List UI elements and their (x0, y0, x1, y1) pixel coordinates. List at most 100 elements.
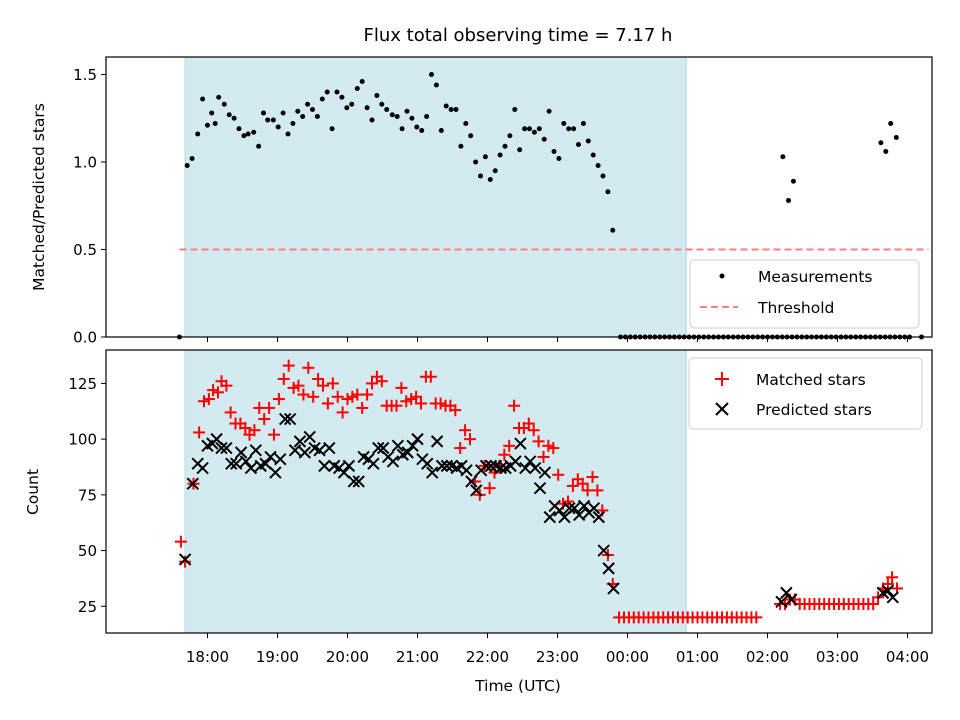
predicted-star-point (440, 459, 454, 473)
predicted-star-point (602, 562, 615, 575)
matched-star-point (297, 388, 310, 401)
legend-predicted-marker (715, 402, 729, 416)
measurement-point (212, 121, 218, 126)
measurement-point (295, 108, 301, 114)
top-axes-frame (105, 56, 933, 338)
predicted-star-point (288, 444, 302, 457)
matched-star-point (424, 370, 437, 383)
measurement-point (221, 101, 227, 107)
predicted-star-point (411, 432, 424, 446)
predicted-star-point (553, 504, 566, 517)
measurement-point (384, 107, 390, 112)
measurement-point (200, 96, 206, 102)
matched-star-point (179, 555, 192, 568)
measurement-point (878, 140, 884, 146)
matched-star-point (886, 571, 899, 584)
predicted-star-point (386, 455, 400, 468)
legend-measurements-label: Measurements (758, 268, 873, 286)
measurement-point (610, 227, 616, 233)
measurement-point (576, 142, 581, 147)
predicted-star-point (421, 457, 434, 470)
measurement-point (209, 110, 215, 116)
measurement-point (409, 115, 415, 121)
xtick-label: 00:00 (606, 648, 649, 666)
matched-star-point (212, 386, 224, 399)
measurement-point (270, 117, 276, 123)
measurement-point (394, 114, 400, 119)
predicted-star-point (460, 464, 473, 477)
top-panel: 0.0 0.5 1.0 1.5 Matched/Predicted stars Mea… (30, 56, 933, 347)
matched-star-point (415, 397, 427, 410)
predicted-star-point (494, 461, 508, 475)
predicted-star-point (259, 457, 272, 470)
predicted-star-point (234, 446, 248, 459)
predicted-star-point (186, 477, 200, 490)
predicted-star-point (298, 446, 312, 459)
measurement-point (300, 114, 306, 119)
predicted-star-point (484, 459, 498, 473)
predicted-star-point (572, 508, 586, 522)
measurement-point (226, 112, 232, 118)
measurement-point (527, 126, 532, 132)
matched-star-point (576, 477, 589, 490)
matched-star-point (361, 388, 374, 401)
top-ytick-label: 0.0 (73, 329, 97, 347)
xtick-label: 03:00 (816, 648, 859, 666)
measurement-point (463, 121, 469, 126)
matched-star-point (586, 471, 599, 484)
measurement-point (399, 126, 405, 132)
bottom-ytick-label: 125 (68, 375, 97, 393)
matched-star-point (258, 413, 271, 426)
measurement-point (531, 129, 537, 135)
measurement-point (600, 173, 606, 179)
predicted-star-point (352, 475, 365, 488)
predicted-star-point (303, 430, 316, 444)
predicted-star-point (519, 461, 532, 475)
measurement-point (458, 143, 464, 149)
predicted-star-point (278, 412, 292, 426)
top-ytick-label: 1.0 (73, 154, 97, 172)
predicted-star-point (391, 439, 405, 453)
predicted-star-point (337, 466, 351, 479)
matched-star-point (459, 424, 472, 437)
measurement-point (216, 94, 222, 100)
measurement-point (443, 103, 449, 109)
measurement-point (522, 126, 528, 132)
predicted-star-point (293, 435, 307, 448)
top-y-axis-label: Matched/Predicted stars (30, 103, 48, 291)
measurement-point (536, 126, 542, 132)
bottom-ytick-label: 50 (78, 542, 97, 560)
measurement-point (433, 82, 439, 88)
matched-star-point (282, 359, 295, 372)
matched-star-point (395, 381, 408, 394)
matched-star-point (202, 393, 215, 406)
measurement-point (184, 163, 190, 168)
matched-star-point (336, 406, 349, 419)
xtick-label: 20:00 (326, 648, 369, 666)
predicted-star-point (342, 459, 356, 473)
predicted-star-point (523, 455, 537, 468)
measurement-point (448, 107, 454, 112)
measurement-point (512, 107, 518, 112)
bottom-legend-box (688, 357, 923, 430)
matched-star-point (277, 372, 290, 385)
measurement-point (468, 133, 474, 139)
bottom-ytick-label: 25 (78, 598, 97, 616)
predicted-star-point (229, 457, 243, 470)
measurement-point (888, 121, 894, 126)
measurement-point (339, 94, 345, 100)
measurement-point (285, 131, 291, 137)
measurement-point (205, 122, 210, 128)
measurement-point (478, 173, 483, 179)
matched-star-point (537, 450, 550, 463)
matched-star-point (522, 417, 535, 430)
predicted-star-point (465, 475, 478, 488)
measurement-point (324, 89, 330, 95)
xtick-label: 04:00 (886, 648, 929, 666)
measurement-point (364, 105, 370, 111)
bottom-legend: Matched stars Predicted stars (688, 357, 923, 430)
x-axis-label: Time (UTC) (474, 677, 561, 695)
top-legend: Measurements Threshold (689, 259, 920, 329)
predicted-star-point (479, 459, 493, 473)
measurement-point (492, 168, 498, 174)
